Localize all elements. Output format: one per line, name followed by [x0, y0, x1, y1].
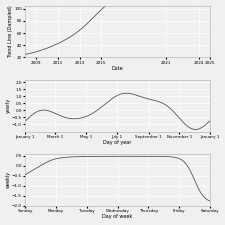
X-axis label: Day of week: Day of week: [102, 214, 133, 219]
Y-axis label: yearly: yearly: [6, 98, 11, 113]
Y-axis label: weekly: weekly: [6, 171, 11, 188]
Y-axis label: Trend Line (Dampied): Trend Line (Dampied): [8, 5, 13, 58]
X-axis label: Day of year: Day of year: [104, 140, 132, 145]
X-axis label: Date: Date: [112, 66, 124, 71]
